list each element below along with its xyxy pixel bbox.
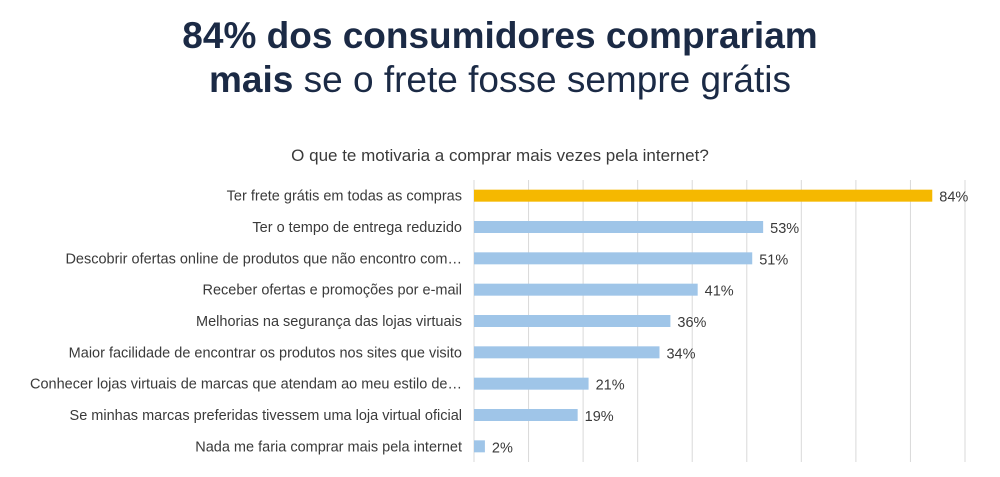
headline-line1: 84% dos consumidores comprariam	[182, 15, 818, 56]
value-label: 34%	[666, 346, 695, 362]
bar	[474, 221, 764, 233]
category-label: Descobrir ofertas online de produtos que…	[65, 251, 462, 267]
bar	[474, 409, 578, 421]
bar	[474, 346, 660, 359]
bar	[474, 283, 698, 296]
category-label: Ter frete grátis em todas as compras	[227, 189, 462, 205]
value-label: 53%	[770, 221, 799, 237]
value-label: 36%	[677, 315, 706, 331]
category-labels: Ter frete grátis em todas as compras Ter …	[30, 189, 462, 456]
bar	[474, 315, 671, 327]
category-label: Maior facilidade de encontrar os produto…	[69, 345, 462, 361]
bars	[474, 189, 933, 453]
value-labels: 84% 53% 51% 41% 36% 34% 21% 19% 2%	[492, 190, 968, 457]
headline-rest: se o frete fosse sempre grátis	[293, 59, 791, 100]
category-label: Conhecer lojas virtuais de marcas que at…	[30, 377, 462, 393]
category-label: Melhorias na segurança das lojas virtuai…	[196, 314, 462, 330]
value-label: 2%	[492, 440, 513, 456]
bar	[474, 252, 753, 265]
headline-line2: mais se o frete fosse sempre grátis	[0, 58, 1000, 102]
category-label: Se minhas marcas preferidas tivessem uma…	[70, 408, 462, 424]
chart-title: O que te motivaria a comprar mais vezes …	[291, 146, 709, 165]
value-label: 84%	[939, 190, 968, 206]
value-label: 51%	[759, 252, 788, 268]
value-label: 21%	[596, 378, 625, 394]
value-label: 41%	[705, 284, 734, 300]
value-label: 19%	[585, 409, 614, 425]
category-label: Receber ofertas e promoções por e-mail	[202, 283, 462, 299]
headline-emphasis: mais	[208, 59, 294, 100]
headline: 84% dos consumidores comprariam mais se …	[0, 14, 1000, 102]
bar	[474, 440, 485, 453]
bar	[474, 189, 933, 202]
bar	[474, 377, 589, 390]
category-label: Nada me faria comprar mais pela internet	[195, 439, 462, 455]
category-label: Ter o tempo de entrega reduzido	[252, 220, 462, 236]
